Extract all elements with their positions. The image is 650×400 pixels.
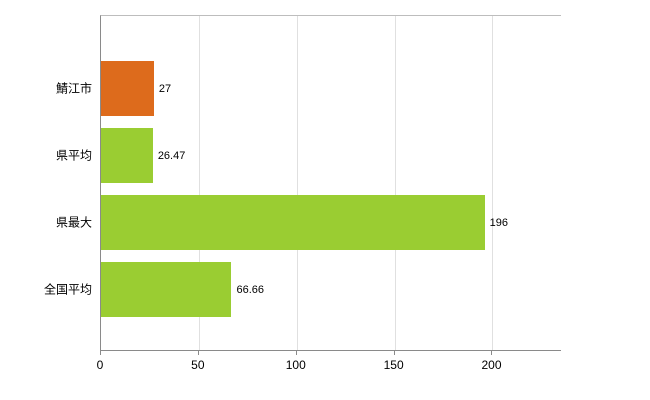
x-tick-mark bbox=[197, 351, 199, 355]
gridline-50 bbox=[198, 16, 200, 351]
gridline-150 bbox=[394, 16, 396, 351]
value-label-県平均: 26.47 bbox=[157, 149, 186, 162]
gridline-100 bbox=[296, 16, 298, 351]
category-label-県平均: 県平均 bbox=[55, 148, 92, 162]
x-tick-label: 50 bbox=[191, 358, 205, 372]
category-label-全国平均: 全国平均 bbox=[43, 282, 92, 296]
gridline-200 bbox=[492, 16, 494, 351]
bar-全国平均 bbox=[101, 262, 232, 317]
x-tick-mark bbox=[295, 351, 297, 355]
x-tick-label: 0 bbox=[96, 358, 104, 372]
bar-県最大 bbox=[101, 195, 485, 250]
bar-鯖江市 bbox=[101, 61, 154, 116]
x-tick-label: 200 bbox=[481, 358, 502, 372]
value-label-県最大: 196 bbox=[489, 216, 509, 229]
category-label-県最大: 県最大 bbox=[55, 215, 92, 229]
x-tick-label: 100 bbox=[285, 358, 306, 372]
x-tick-mark bbox=[393, 351, 395, 355]
category-label-鯖江市: 鯖江市 bbox=[55, 81, 92, 95]
x-axis-line bbox=[100, 350, 561, 351]
x-tick-mark bbox=[100, 351, 101, 355]
x-tick-mark bbox=[491, 351, 493, 355]
bar-県平均 bbox=[101, 128, 153, 183]
value-label-全国平均: 66.66 bbox=[236, 283, 264, 296]
plot-area: 27 26.47 196 66.66 bbox=[100, 15, 561, 351]
x-tick-label: 150 bbox=[383, 358, 404, 372]
value-label-鯖江市: 27 bbox=[158, 82, 172, 95]
